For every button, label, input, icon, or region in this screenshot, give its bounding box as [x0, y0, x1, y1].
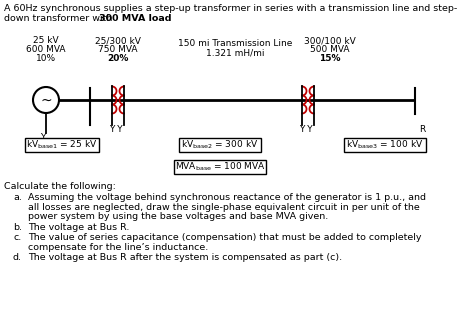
Text: The voltage at Bus R after the system is compensated as part (c).: The voltage at Bus R after the system is…: [28, 253, 342, 262]
Text: Y Y: Y Y: [109, 125, 123, 134]
Text: Assuming the voltage behind synchronous reactance of the generator is 1 p.u., an: Assuming the voltage behind synchronous …: [28, 193, 426, 202]
Text: :: :: [159, 14, 162, 23]
Text: a.: a.: [13, 193, 22, 202]
Text: Calculate the following:: Calculate the following:: [4, 182, 116, 191]
Text: 150 mi Transmission Line: 150 mi Transmission Line: [178, 39, 292, 48]
Text: Y: Y: [40, 133, 46, 142]
Text: The voltage at Bus R.: The voltage at Bus R.: [28, 222, 129, 232]
Text: A 60Hz synchronous supplies a step-up transformer in series with a transmission : A 60Hz synchronous supplies a step-up tr…: [4, 4, 457, 13]
FancyBboxPatch shape: [174, 160, 266, 174]
Text: 10%: 10%: [36, 54, 56, 63]
Text: R: R: [419, 125, 425, 134]
Text: 15%: 15%: [319, 54, 341, 63]
Text: d.: d.: [13, 253, 22, 262]
Text: 25/300 kV: 25/300 kV: [95, 36, 141, 45]
Text: power system by using the base voltages and base MVA given.: power system by using the base voltages …: [28, 212, 328, 221]
Text: kV$_{\mathsf{base1}}$ = 25 kV: kV$_{\mathsf{base1}}$ = 25 kV: [26, 139, 98, 151]
FancyBboxPatch shape: [179, 138, 261, 152]
Text: 1.321 mH/mi: 1.321 mH/mi: [206, 48, 264, 57]
Text: 300/100 kV: 300/100 kV: [304, 36, 356, 45]
FancyBboxPatch shape: [344, 138, 426, 152]
Text: 500 MVA: 500 MVA: [310, 45, 350, 54]
Text: 25 kV: 25 kV: [33, 36, 59, 45]
Text: 600 MVA: 600 MVA: [26, 45, 66, 54]
Text: all losses are neglected, draw the single-phase equivalent circuit in per unit o: all losses are neglected, draw the singl…: [28, 203, 420, 211]
Text: 750 MVA: 750 MVA: [98, 45, 138, 54]
Text: kV$_{\mathsf{base2}}$ = 300 kV: kV$_{\mathsf{base2}}$ = 300 kV: [182, 139, 259, 151]
FancyBboxPatch shape: [25, 138, 99, 152]
Text: down transformer with: down transformer with: [4, 14, 115, 23]
Text: c.: c.: [14, 233, 22, 242]
Text: The value of series capacitance (compensation) that must be added to completely: The value of series capacitance (compens…: [28, 233, 421, 242]
Text: b.: b.: [13, 222, 22, 232]
Text: 300 MVA load: 300 MVA load: [99, 14, 172, 23]
Text: compensate for the line’s inductance.: compensate for the line’s inductance.: [28, 243, 208, 251]
Text: 20%: 20%: [107, 54, 128, 63]
Text: ~: ~: [40, 94, 52, 108]
Text: MVA$_{\mathsf{base}}$ = 100 MVA: MVA$_{\mathsf{base}}$ = 100 MVA: [174, 161, 265, 173]
Text: kV$_{\mathsf{base3}}$ = 100 kV: kV$_{\mathsf{base3}}$ = 100 kV: [346, 139, 424, 151]
Text: Y Y: Y Y: [299, 125, 313, 134]
